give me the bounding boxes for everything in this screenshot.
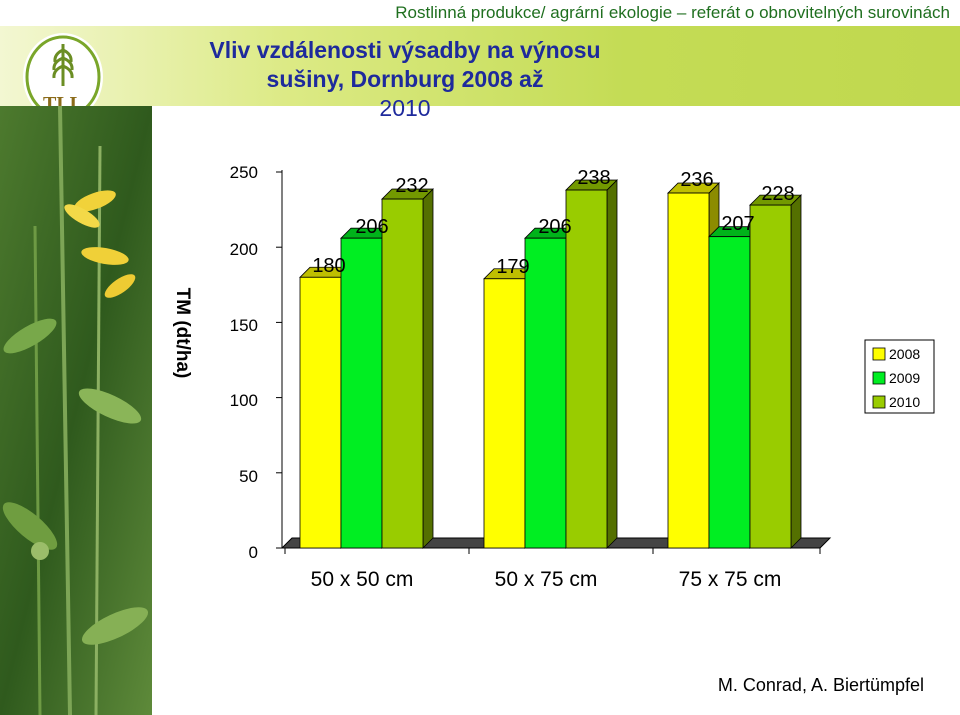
slide-subtitle: Rostlinná produkce/ agrární ekologie – r… bbox=[395, 3, 950, 22]
bar-2008-2 bbox=[483, 278, 526, 549]
title-line-1: Vliv vzdálenosti výsadby na výnosu sušin… bbox=[209, 37, 601, 92]
title-line-2: 2010 bbox=[379, 95, 431, 121]
legend-swatch-2010 bbox=[872, 395, 886, 409]
y-tick-label: 50 bbox=[239, 467, 258, 486]
data-label: 228 bbox=[761, 183, 794, 205]
y-tick-label: 250 bbox=[230, 163, 258, 182]
data-label: 232 bbox=[395, 175, 428, 197]
category-label: 75 x 75 cm bbox=[679, 568, 782, 591]
bar-2008-3 bbox=[667, 192, 710, 549]
y-tick-label: 200 bbox=[230, 240, 258, 259]
data-label: 206 bbox=[538, 216, 571, 238]
bar-2008-1 bbox=[299, 276, 342, 549]
y-tick-label: 150 bbox=[230, 316, 258, 335]
bar-2010-2 bbox=[565, 189, 608, 549]
legend-label: 2009 bbox=[889, 370, 920, 386]
legend-swatch-2008 bbox=[872, 347, 886, 361]
legend-swatch-2009 bbox=[872, 371, 886, 385]
y-tick-label: 100 bbox=[230, 391, 258, 410]
author-credit: M. Conrad, A. Biertümpfel bbox=[717, 675, 924, 695]
category-label: 50 x 50 cm bbox=[311, 568, 414, 591]
plant-photo bbox=[0, 106, 152, 715]
bar-2009-2 bbox=[524, 237, 567, 549]
data-label: 236 bbox=[680, 169, 713, 191]
data-label: 179 bbox=[496, 256, 529, 278]
chart-title: Vliv vzdálenosti výsadby na výnosu sušin… bbox=[200, 36, 610, 123]
top-bar: Rostlinná produkce/ agrární ekologie – r… bbox=[0, 0, 960, 26]
bar-2009-1 bbox=[340, 237, 383, 549]
legend-label: 2010 bbox=[889, 394, 920, 410]
data-label: 238 bbox=[577, 167, 610, 189]
data-label: 180 bbox=[312, 255, 345, 277]
bar-side bbox=[606, 179, 618, 549]
data-label: 206 bbox=[355, 216, 388, 238]
bar-2009-3 bbox=[708, 236, 751, 549]
y-tick-label: 0 bbox=[249, 543, 258, 562]
bar-side bbox=[790, 194, 802, 549]
bar-2010-1 bbox=[381, 198, 424, 549]
data-label: 207 bbox=[721, 213, 754, 235]
bar-2010-3 bbox=[749, 204, 792, 549]
y-axis-label: TM (dt/ha) bbox=[172, 288, 193, 379]
legend-label: 2008 bbox=[889, 346, 920, 362]
category-label: 50 x 75 cm bbox=[495, 568, 598, 591]
title-banner: TLL Vliv vzdálenosti výsadby na výnosu s… bbox=[0, 26, 960, 121]
bar-side bbox=[422, 188, 434, 549]
tll-logo: TLL bbox=[23, 33, 103, 121]
